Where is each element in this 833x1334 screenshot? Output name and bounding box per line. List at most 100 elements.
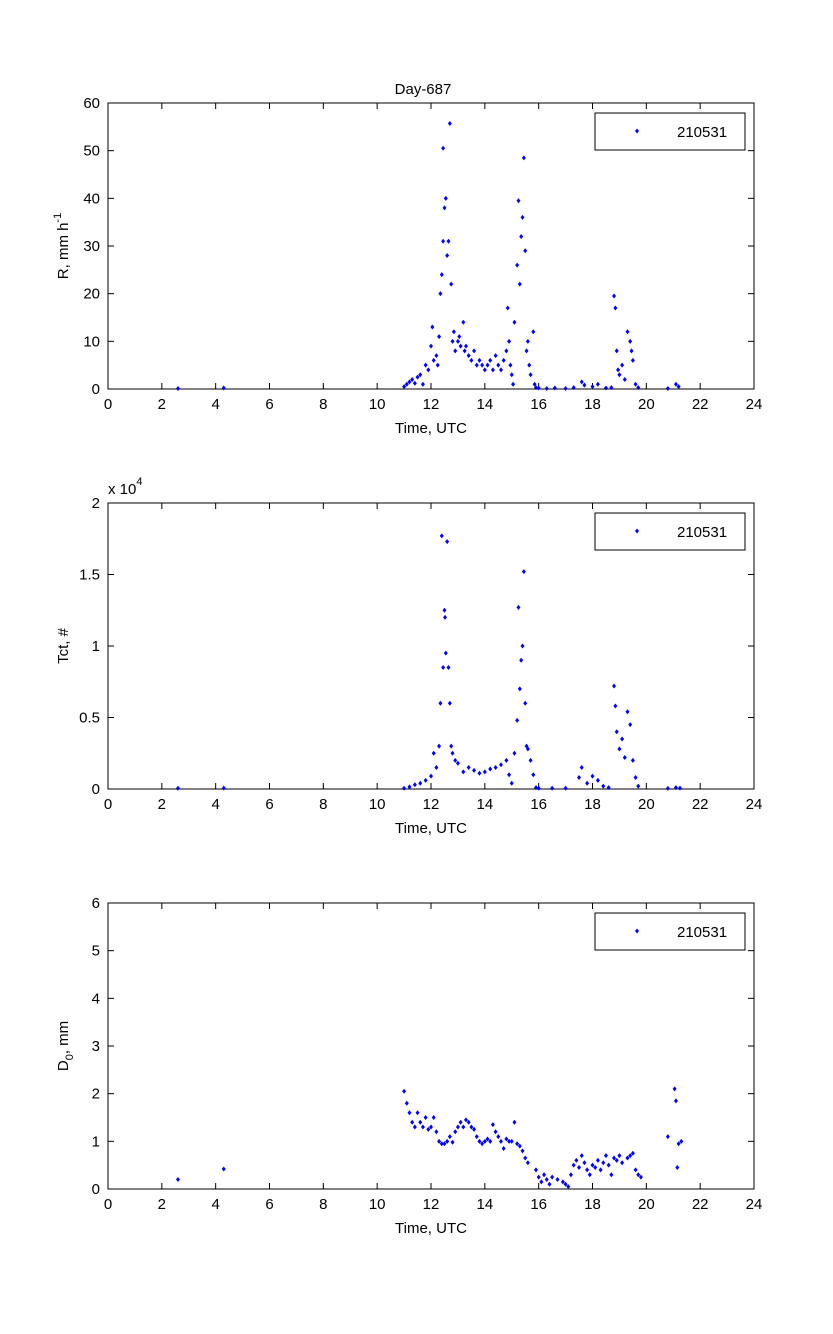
x-tick-label: 22 (692, 796, 709, 813)
data-point (447, 1134, 452, 1140)
data-point (423, 362, 428, 368)
legend-box (594, 912, 746, 951)
x-tick-label: 12 (423, 796, 440, 813)
data-point (577, 775, 582, 781)
data-point (614, 1157, 619, 1163)
axes-box (107, 502, 755, 790)
data-point (455, 1124, 460, 1130)
data-point (517, 686, 522, 692)
data-point (523, 1155, 528, 1161)
data-point (441, 145, 446, 151)
x-tick-label: 18 (584, 1196, 601, 1213)
data-point (488, 1138, 493, 1144)
data-point (617, 746, 622, 752)
data-point (665, 1134, 670, 1140)
data-point (511, 381, 516, 387)
axes-box (107, 102, 755, 390)
data-point (531, 329, 536, 335)
data-point (579, 379, 584, 385)
x-tick-label: 0 (104, 396, 112, 413)
data-point (533, 1167, 538, 1173)
data-point (402, 785, 407, 791)
data-point (407, 784, 412, 790)
x-tick-label: 8 (319, 1196, 327, 1213)
x-tick-label: 24 (746, 796, 763, 813)
data-point (571, 1162, 576, 1168)
data-point (508, 362, 513, 368)
data-point (431, 1115, 436, 1120)
data-point (628, 722, 633, 728)
data-point (445, 539, 450, 545)
data-point (636, 1172, 641, 1178)
data-point (585, 1167, 590, 1173)
x-tick-label: 20 (638, 796, 655, 813)
data-point (407, 379, 412, 385)
data-point (547, 1181, 552, 1187)
data-point (439, 272, 444, 278)
data-point (609, 1172, 614, 1178)
data-point (458, 343, 463, 349)
data-point (504, 757, 509, 763)
data-point (451, 329, 456, 335)
data-point (423, 777, 428, 783)
y-tick-label: 60 (83, 95, 100, 112)
data-point (435, 362, 440, 368)
y-tick-label: 0 (92, 1181, 100, 1198)
legend: 210531 (594, 112, 746, 151)
data-point (617, 372, 622, 378)
data-point (455, 760, 460, 766)
data-point (512, 750, 517, 756)
data-point (587, 1172, 592, 1178)
x-tick-label: 14 (476, 796, 493, 813)
x-tick-label: 8 (319, 396, 327, 413)
data-point (504, 1136, 509, 1142)
data-point (520, 214, 525, 220)
y-tick-label: 20 (83, 286, 100, 303)
data-point (445, 253, 450, 259)
data-point (533, 785, 538, 791)
data-point (582, 1160, 587, 1166)
data-point (617, 1153, 622, 1159)
data-point (423, 1115, 428, 1120)
data-point (517, 281, 522, 287)
y-axis-label: D0, mm (55, 1021, 76, 1071)
data-point (402, 384, 407, 390)
data-point (601, 783, 606, 789)
data-point (412, 782, 417, 788)
data-point (533, 385, 538, 391)
data-point (501, 357, 506, 363)
x-tick-label: 6 (265, 796, 273, 813)
data-point (462, 348, 467, 354)
data-point (620, 736, 625, 742)
data-point (676, 1141, 681, 1147)
x-tick-label: 20 (638, 396, 655, 413)
data-point (221, 1166, 226, 1172)
data-point (520, 1148, 525, 1154)
data-point (515, 262, 520, 268)
data-point (579, 1153, 584, 1159)
x-tick-label: 24 (746, 396, 763, 413)
data-point (490, 1122, 495, 1128)
data-point (665, 785, 670, 791)
x-tick-label: 4 (211, 396, 219, 413)
axes-box (107, 902, 755, 1190)
data-point (612, 1155, 617, 1161)
y-axis-label: Tct, # (55, 627, 72, 664)
x-tick-label: 0 (104, 1196, 112, 1213)
data-point (493, 765, 498, 771)
y-tick-label: 0 (92, 381, 100, 398)
x-tick-label: 22 (692, 396, 709, 413)
data-point (614, 348, 619, 354)
data-point (415, 374, 420, 380)
data-point (441, 664, 446, 670)
x-tick-label: 12 (423, 396, 440, 413)
data-point (434, 765, 439, 771)
data-point (571, 385, 576, 391)
x-tick-label: 20 (638, 1196, 655, 1213)
x-tick-label: 2 (158, 1196, 166, 1213)
data-point (595, 1157, 600, 1163)
data-point (415, 1110, 420, 1116)
data-point (638, 1174, 643, 1180)
